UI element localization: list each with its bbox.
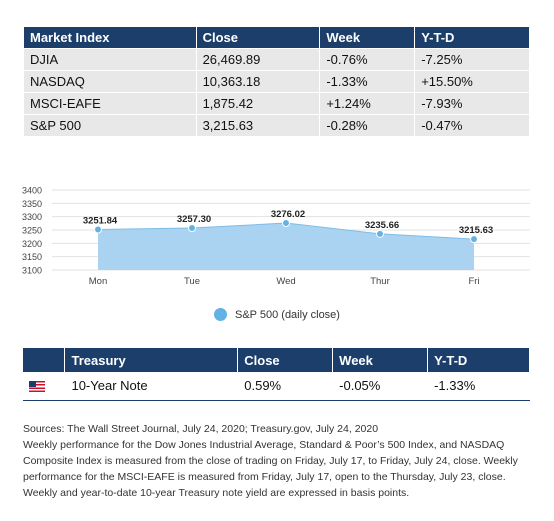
- y-tick-label: 3250: [22, 226, 42, 236]
- header-week: Week: [319, 26, 416, 49]
- cell-index: S&P 500: [23, 114, 197, 137]
- us-flag-icon: [29, 381, 45, 393]
- data-point-tue: [188, 224, 196, 233]
- x-tick-label: Mon: [89, 276, 107, 287]
- data-label: 3257.30: [177, 214, 211, 225]
- data-label: 3251.84: [83, 216, 118, 227]
- y-tick-label: 3200: [22, 239, 42, 249]
- header-market-index: Market Index: [23, 26, 197, 49]
- y-tick-label: 3350: [22, 199, 42, 209]
- y-axis-ticks: 3100 3150 3200 3250 3300 3350 3400: [22, 186, 42, 276]
- sources-note: Sources: The Wall Street Journal, July 2…: [23, 423, 379, 435]
- header-ytd: Y-T-D: [414, 26, 530, 49]
- table-row: MSCI-EAFE 1,875.42 +1.24% -7.93%: [23, 92, 530, 115]
- cell-week: -1.33%: [319, 70, 416, 93]
- series-points: [94, 219, 478, 244]
- table-row: DJIA 26,469.89 -0.76% -7.25%: [23, 48, 530, 71]
- cell-close: 26,469.89: [195, 48, 321, 71]
- data-label: 3235.66: [365, 220, 399, 231]
- y-tick-label: 3150: [22, 252, 42, 262]
- x-tick-label: Tue: [184, 276, 200, 287]
- table-row: 10-Year Note 0.59% -0.05% -1.33%: [23, 372, 530, 401]
- data-point-fri: [470, 235, 478, 244]
- sp500-area-chart: 3100 3150 3200 3250 3300 3350 3400 3251.84 3257…: [22, 186, 530, 287]
- cell-ytd: -0.47%: [414, 114, 530, 137]
- data-point-mon: [94, 225, 102, 234]
- y-tick-label: 3100: [22, 266, 42, 276]
- header-close: Close: [195, 26, 321, 49]
- data-point-thur: [376, 229, 384, 238]
- table-row: S&P 500 3,215.63 -0.28% -0.47%: [23, 114, 530, 137]
- header-close: Close: [237, 348, 334, 372]
- header-treasury: Treasury: [64, 348, 239, 372]
- table-row: NASDAQ 10,363.18 -1.33% +15.50%: [23, 70, 530, 93]
- data-labels: 3251.84 3257.30 3276.02 3235.66 3215.63: [83, 209, 493, 236]
- cell-week: -0.76%: [319, 48, 416, 71]
- legend-swatch: [214, 308, 227, 321]
- cell-close: 1,875.42: [195, 92, 321, 115]
- x-tick-label: Fri: [468, 276, 479, 287]
- cell-ytd: -7.25%: [414, 48, 530, 71]
- cell-ytd: -1.33%: [427, 372, 530, 401]
- header-flag: [23, 348, 66, 372]
- data-point-wed: [282, 219, 290, 228]
- cell-close: 3,215.63: [195, 114, 321, 137]
- cell-week: +1.24%: [319, 92, 416, 115]
- cell-close: 0.59%: [237, 372, 334, 401]
- chart-legend: S&P 500 (daily close): [214, 308, 340, 321]
- methodology-note: Weekly performance for the Dow Jones Ind…: [23, 439, 518, 499]
- cell-close: 10,363.18: [195, 70, 321, 93]
- cell-index: NASDAQ: [23, 70, 197, 93]
- cell-index: MSCI-EAFE: [23, 92, 197, 115]
- legend-label: S&P 500 (daily close): [235, 308, 340, 321]
- treasury-table-header: Treasury Close Week Y-T-D: [23, 348, 530, 372]
- x-tick-label: Wed: [276, 276, 295, 287]
- cell-ytd: +15.50%: [414, 70, 530, 93]
- y-tick-label: 3400: [22, 186, 42, 196]
- x-axis-ticks: Mon Tue Wed Thur Fri: [89, 276, 480, 287]
- market-table-header: Market Index Close Week Y-T-D: [23, 26, 530, 49]
- cell-index: DJIA: [23, 48, 197, 71]
- treasury-table: Treasury Close Week Y-T-D 10-Year Note 0…: [23, 348, 530, 401]
- header-week: Week: [332, 348, 429, 372]
- y-tick-label: 3300: [22, 212, 42, 222]
- cell-ytd: -7.93%: [414, 92, 530, 115]
- data-label: 3276.02: [271, 209, 305, 220]
- header-ytd: Y-T-D: [427, 348, 530, 372]
- cell-week: -0.05%: [332, 372, 429, 401]
- x-tick-label: Thur: [370, 276, 390, 287]
- cell-week: -0.28%: [319, 114, 416, 137]
- data-label: 3215.63: [459, 225, 493, 236]
- market-index-table: Market Index Close Week Y-T-D DJIA 26,46…: [23, 26, 530, 137]
- cell-treasury-name: 10-Year Note: [64, 372, 239, 401]
- footnotes: Sources: The Wall Street Journal, July 2…: [23, 421, 533, 501]
